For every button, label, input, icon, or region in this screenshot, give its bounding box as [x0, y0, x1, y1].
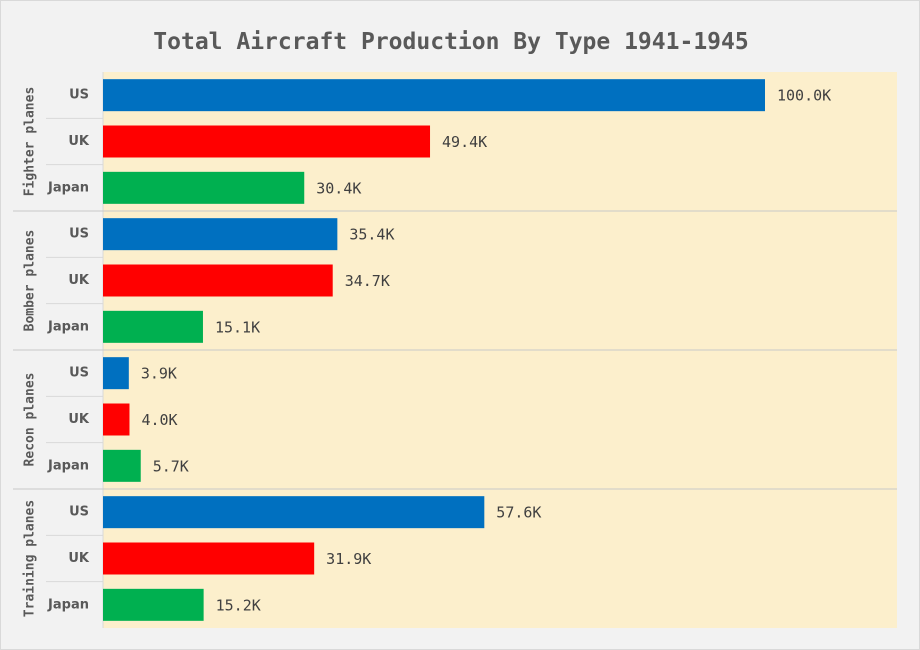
data-label: 49.4K	[442, 133, 487, 151]
bar-uk	[103, 403, 130, 436]
bar-us	[103, 357, 129, 390]
category-label: Japan	[47, 597, 89, 612]
data-label: 34.7K	[345, 272, 390, 290]
category-label: Japan	[47, 180, 89, 195]
data-label: 15.1K	[215, 318, 260, 336]
group-label: Fighter planes	[23, 87, 38, 197]
category-label: UK	[68, 412, 90, 427]
bar-uk	[103, 542, 315, 575]
data-label: 31.9K	[326, 550, 371, 568]
category-label: Japan	[47, 319, 89, 334]
data-label: 3.9K	[141, 365, 177, 383]
category-label: US	[69, 366, 89, 381]
data-label: 5.7K	[153, 457, 189, 475]
data-label: 15.2K	[216, 596, 261, 614]
bar-japan	[103, 588, 204, 621]
bar-us	[103, 218, 338, 251]
bar-us	[103, 79, 765, 112]
category-label: UK	[68, 551, 90, 566]
data-label: 4.0K	[141, 411, 177, 429]
data-label: 57.6K	[496, 504, 541, 522]
bar-japan	[103, 171, 305, 204]
data-label: 30.4K	[316, 179, 361, 197]
bar-japan	[103, 310, 203, 343]
category-label: UK	[68, 134, 90, 149]
category-label: US	[69, 88, 89, 103]
category-label: Japan	[47, 458, 89, 473]
group-label: Bomber planes	[23, 230, 38, 332]
bar-uk	[103, 264, 333, 297]
category-label: UK	[68, 273, 90, 288]
chart-title: Total Aircraft Production By Type 1941-1…	[153, 29, 749, 55]
bar-uk	[103, 125, 431, 158]
group-label: Recon planes	[23, 373, 38, 467]
data-label: 100.0K	[777, 87, 831, 105]
category-label: US	[69, 505, 89, 520]
bar-japan	[103, 449, 141, 482]
category-label: US	[69, 227, 89, 242]
bar-us	[103, 496, 485, 529]
group-label: Training planes	[23, 500, 38, 617]
data-label: 35.4K	[349, 226, 394, 244]
